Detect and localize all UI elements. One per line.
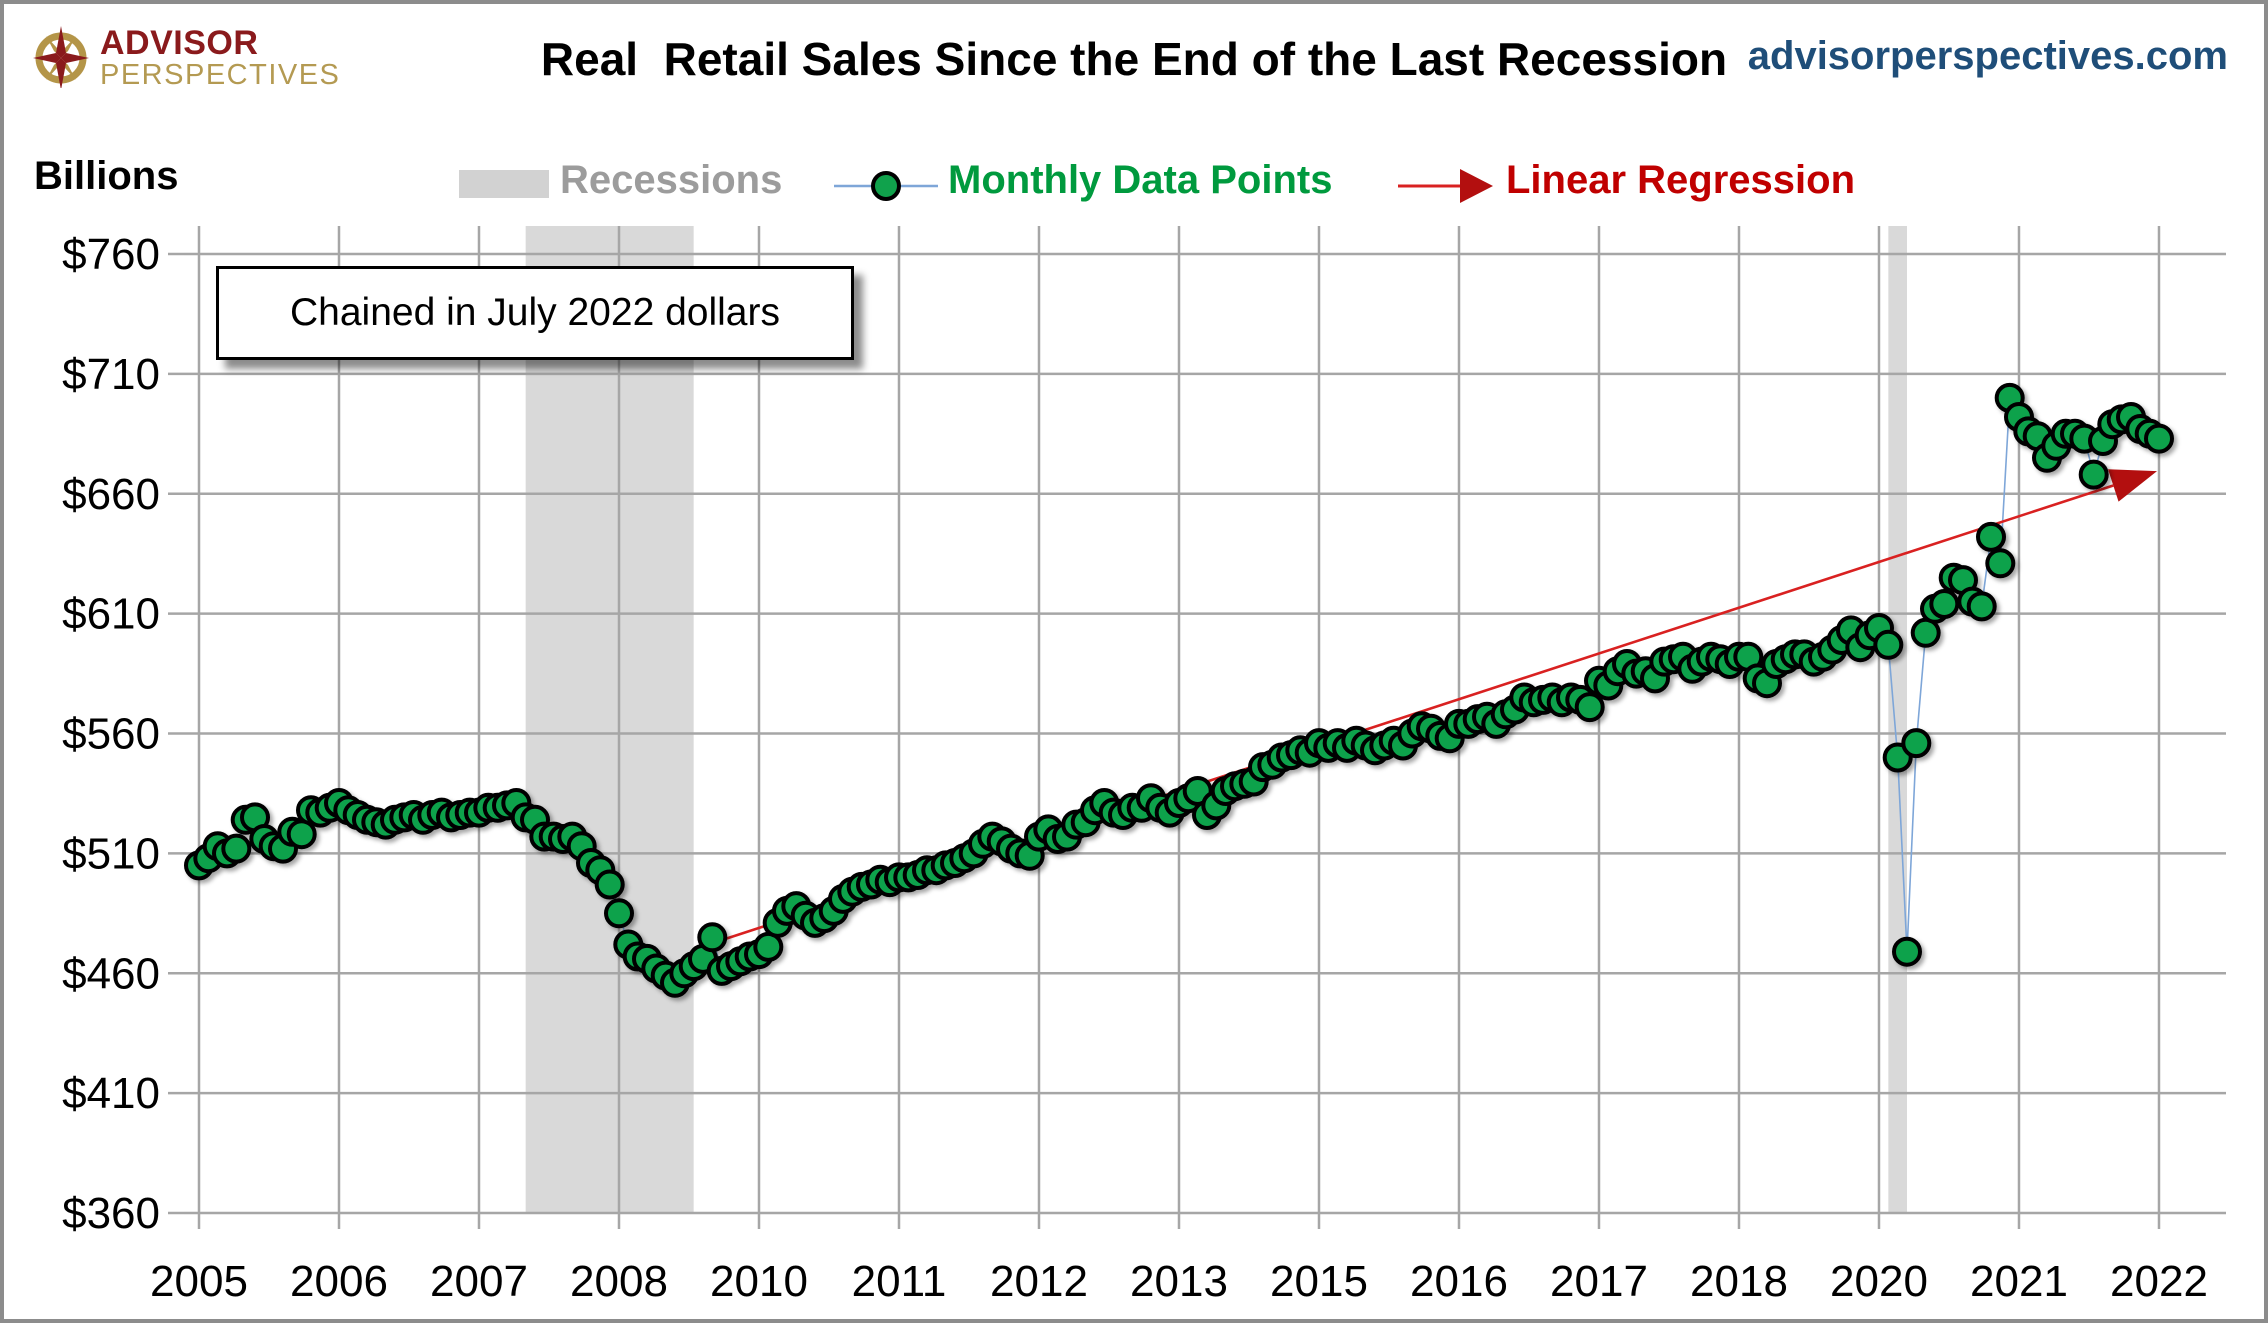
annotation-box: Chained in July 2022 dollars <box>216 266 854 360</box>
gridlines <box>168 226 2226 1229</box>
data-point-marker <box>1929 589 1960 619</box>
x-tick-label: 2017 <box>1550 1257 1648 1306</box>
x-tick-label: 2011 <box>852 1257 947 1306</box>
data-point-marker <box>1985 548 2016 579</box>
axis-labels: 2005 2006 2007 2008 2010 2011 2012 2013 2015 2016… <box>62 230 2208 1306</box>
logo-text: ADVISOR PERSPECTIVES <box>100 26 340 90</box>
recessions-swatch <box>459 170 549 198</box>
data-point-marker <box>697 922 728 953</box>
annotation-text: Chained in July 2022 dollars <box>290 291 780 334</box>
regression-arrowhead <box>2107 469 2157 502</box>
data-point-marker <box>1966 591 1997 622</box>
compass-star-icon <box>33 26 89 88</box>
data-point-marker <box>1574 692 1605 723</box>
x-tick-label: 2022 <box>2110 1257 2208 1306</box>
advisor-perspectives-logo: ADVISOR PERSPECTIVES <box>30 26 340 90</box>
legend-monthly-label: Monthly Data Points <box>948 158 1333 202</box>
x-tick-label: 2005 <box>150 1257 248 1306</box>
x-tick-label: 2015 <box>1270 1257 1368 1306</box>
x-tick-label: 2013 <box>1130 1257 1228 1306</box>
recession-bands <box>525 226 1907 1213</box>
legend-regression-label: Linear Regression <box>1506 158 1856 202</box>
x-tick-label: 2006 <box>290 1257 388 1306</box>
site-link[interactable]: advisorperspectives.com <box>1747 34 2228 78</box>
y-tick-label: $410 <box>62 1069 160 1118</box>
recession-band <box>1888 226 1907 1213</box>
data-point-marker <box>604 898 634 929</box>
x-tick-label: 2008 <box>570 1257 668 1306</box>
x-tick-label: 2010 <box>710 1257 808 1306</box>
y-tick-label: $660 <box>62 470 160 519</box>
regression-arrow-icon <box>1398 169 1493 203</box>
y-tick-label: $710 <box>62 350 160 399</box>
x-tick-label: 2020 <box>1830 1257 1928 1306</box>
y-tick-label: $460 <box>62 949 160 998</box>
monthly-data-points <box>184 382 2174 998</box>
monthly-data-marker-icon <box>834 171 938 201</box>
data-point-marker <box>1976 521 2006 552</box>
data-point-marker <box>1892 936 1922 967</box>
data-point-marker <box>2078 459 2109 490</box>
logo-perspectives: PERSPECTIVES <box>100 59 341 91</box>
x-tick-label: 2012 <box>990 1257 1088 1306</box>
y-axis-title: Billions <box>34 154 179 198</box>
x-tick-label: 2007 <box>430 1257 528 1306</box>
y-tick-label: $610 <box>62 590 160 639</box>
legend-recessions-label: Recessions <box>560 158 783 202</box>
x-tick-label: 2021 <box>1970 1257 2068 1306</box>
data-point-marker <box>2144 423 2174 454</box>
y-tick-label: $760 <box>62 230 160 279</box>
page-title: Real Retail Sales Since the End of the L… <box>540 33 1728 85</box>
x-tick-label: 2018 <box>1690 1257 1788 1306</box>
data-point-marker <box>594 869 625 900</box>
chart-plot-area: 2005 2006 2007 2008 2010 2011 2012 2013 2015 2016… <box>62 226 2226 1306</box>
y-tick-label: $510 <box>62 829 160 878</box>
recession-band <box>525 226 694 1213</box>
data-point-marker <box>1901 728 1932 759</box>
data-point-marker <box>1873 629 1904 660</box>
y-tick-label: $360 <box>62 1189 160 1238</box>
logo-advisor: ADVISOR <box>100 24 259 62</box>
y-tick-label: $560 <box>62 710 160 759</box>
x-tick-label: 2016 <box>1410 1257 1508 1306</box>
data-point-marker <box>221 833 252 864</box>
